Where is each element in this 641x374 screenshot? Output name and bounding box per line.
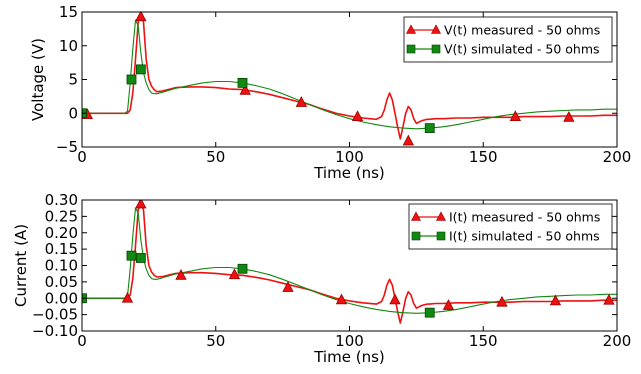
data-point-measured xyxy=(389,293,401,305)
data-point-measured xyxy=(282,281,294,292)
y-tick-label: 0.00 xyxy=(45,289,78,307)
x-tick-label: 0 xyxy=(77,148,87,166)
x-axis-label: Time (ns) xyxy=(313,348,385,366)
legend-box xyxy=(403,16,613,63)
y-tick-label: −5 xyxy=(56,138,78,156)
x-tick-label: 100 xyxy=(335,332,364,350)
x-tick-label: 100 xyxy=(335,148,364,166)
y-axis-label: Voltage (V) xyxy=(29,38,47,121)
y-tick-label: −0.05 xyxy=(32,306,78,324)
series-line-measured xyxy=(82,202,617,324)
y-tick-label: 0.20 xyxy=(45,224,78,242)
data-point-simulated xyxy=(237,77,248,88)
y-tick-label: 0 xyxy=(68,104,78,122)
chart-2: 0 50 100 150 200−0.10−0.050.000.050.100.150.… xyxy=(12,191,631,366)
y-tick-label: 0.05 xyxy=(45,273,78,291)
data-point-measured xyxy=(549,294,562,306)
plot-area xyxy=(82,12,617,146)
data-point-simulated xyxy=(126,74,137,85)
data-point-simulated xyxy=(135,64,146,75)
data-point-measured xyxy=(135,12,147,22)
data-point-measured xyxy=(335,293,348,305)
y-tick-label: −0.10 xyxy=(32,322,78,340)
legend-label: I(t) measured - 50 ohms xyxy=(449,210,600,225)
data-point-measured xyxy=(563,110,575,122)
legend-box xyxy=(408,203,613,250)
x-tick-label: 150 xyxy=(469,148,498,166)
legend: V(t) measured - 50 ohms V(t) simulated - … xyxy=(403,16,613,63)
legend-marker-triangle xyxy=(431,24,441,34)
y-tick-label: 0.30 xyxy=(45,191,78,209)
legend-marker-square xyxy=(436,231,446,241)
x-tick-label: 50 xyxy=(206,332,225,350)
x-tick-label: 0 xyxy=(77,332,87,350)
y-tick-label: 0.25 xyxy=(45,207,78,225)
plot-area xyxy=(82,200,617,324)
legend-marker-triangle xyxy=(411,211,421,221)
data-point-simulated xyxy=(237,263,248,274)
legend-label: V(t) measured - 50 ohms xyxy=(444,23,600,38)
legend-label: I(t) simulated - 50 ohms xyxy=(449,229,600,244)
data-point-measured xyxy=(175,268,187,280)
data-point-simulated xyxy=(424,123,435,133)
data-point-measured xyxy=(509,110,522,122)
data-point-measured xyxy=(239,83,251,95)
legend-marker-triangle xyxy=(436,211,446,221)
data-point-measured xyxy=(121,291,134,303)
data-point-measured xyxy=(228,268,241,280)
x-axis-label: Time (ns) xyxy=(313,164,385,182)
data-point-measured xyxy=(295,96,308,107)
y-axis-label: Current (A) xyxy=(12,224,30,307)
x-tick-label: 200 xyxy=(603,332,632,350)
x-tick-label: 50 xyxy=(206,148,225,166)
data-point-simulated xyxy=(424,307,435,318)
data-point-simulated xyxy=(126,250,137,261)
legend-label: V(t) simulated - 50 ohms xyxy=(444,42,600,57)
data-point-measured xyxy=(351,110,364,122)
data-point-measured xyxy=(603,293,615,305)
data-point-measured xyxy=(496,295,508,307)
legend-marker-triangle xyxy=(406,24,416,34)
y-tick-label: 0.15 xyxy=(45,240,78,258)
legend-marker-square xyxy=(431,44,441,54)
x-tick-label: 150 xyxy=(469,332,498,350)
y-tick-label: 5 xyxy=(68,71,78,89)
data-point-measured xyxy=(442,299,455,310)
legend: I(t) measured - 50 ohms I(t) simulated - … xyxy=(408,203,613,250)
x-tick-label: 200 xyxy=(603,148,632,166)
legend-marker-square xyxy=(406,44,416,54)
series-line-measured xyxy=(82,14,617,140)
data-point-measured xyxy=(402,134,415,146)
data-point-simulated xyxy=(135,253,146,263)
legend-marker-square xyxy=(411,231,421,241)
data-point-measured xyxy=(135,200,147,209)
y-tick-label: 0.10 xyxy=(45,257,78,275)
y-tick-label: 15 xyxy=(59,3,78,21)
y-tick-label: 10 xyxy=(59,37,78,55)
